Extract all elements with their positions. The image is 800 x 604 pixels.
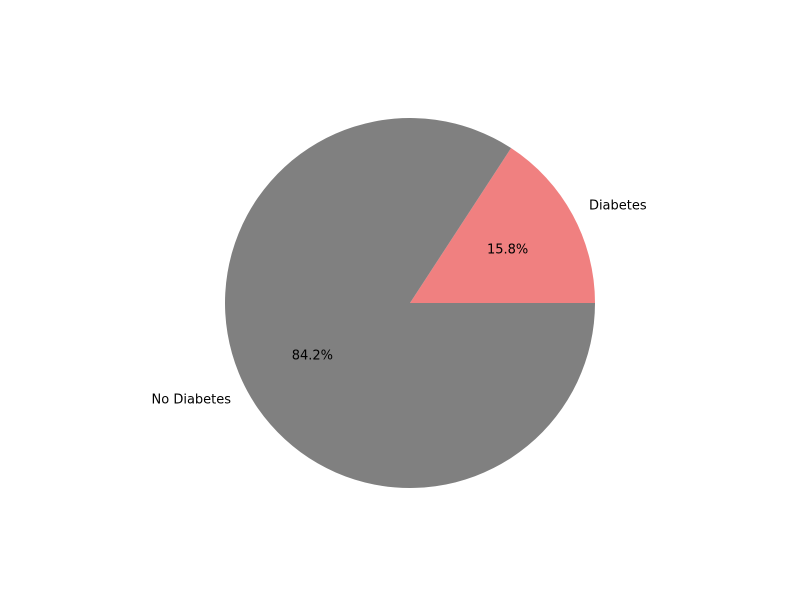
pie-slices (225, 118, 595, 489)
pie-slice-no-diabetes (225, 118, 595, 489)
pie-category-label-no-diabetes: No Diabetes (152, 392, 232, 407)
pie-slice-diabetes (410, 148, 595, 303)
pie-category-label-diabetes: Diabetes (589, 199, 647, 214)
pie-value-label-diabetes: 15.8% (487, 243, 528, 258)
pie-labels: 15.8% Diabetes 84.2% No Diabetes (152, 199, 647, 408)
pie-value-label-no-diabetes: 84.2% (292, 348, 333, 363)
